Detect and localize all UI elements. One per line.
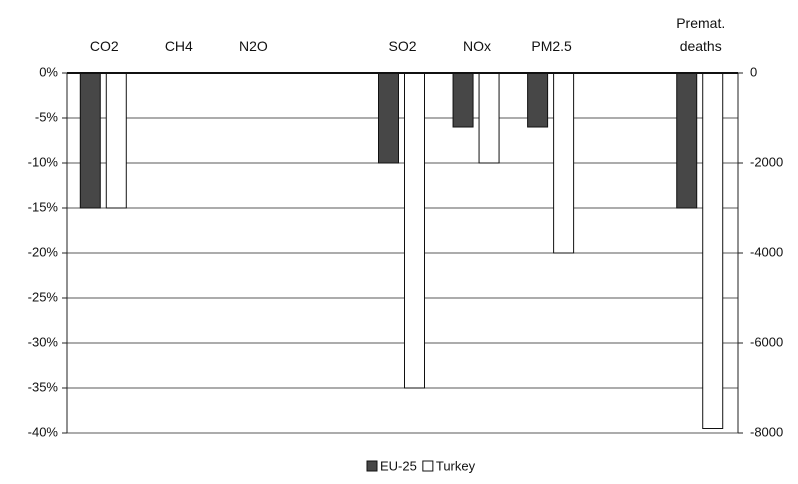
y2-tick-label: -8000 xyxy=(750,424,783,439)
category-label: CO2 xyxy=(89,38,119,54)
category-label-box: CO2 xyxy=(89,38,119,54)
bar xyxy=(105,72,127,209)
category-label-box: CH4 xyxy=(164,38,193,54)
bar xyxy=(676,72,698,209)
bar xyxy=(553,72,575,254)
legend-label: Turkey xyxy=(436,458,476,473)
bar xyxy=(79,72,101,209)
bar xyxy=(478,72,500,164)
category-label: SO2 xyxy=(388,38,417,54)
y-tick-label: -40% xyxy=(28,424,59,439)
y-tick-label: -10% xyxy=(28,154,59,169)
category-label-box: PM2.5 xyxy=(531,38,572,54)
y2-tick-label: 0 xyxy=(750,64,757,79)
category-label-box: NOx xyxy=(463,38,492,54)
category-label-box: Premat. deaths xyxy=(676,15,726,54)
y2-tick-label: -4000 xyxy=(750,244,783,259)
category-label: N2O xyxy=(238,38,268,54)
y-tick-label: -30% xyxy=(28,334,59,349)
category-label: NOx xyxy=(463,38,492,54)
legend-swatch xyxy=(422,460,434,472)
legend-swatch xyxy=(366,460,378,472)
category-label: Premat. deaths xyxy=(676,15,726,54)
y-tick-label: 0% xyxy=(39,64,58,79)
y-tick-label: -20% xyxy=(28,244,59,259)
category-label: PM2.5 xyxy=(531,38,572,54)
bar xyxy=(404,72,425,389)
y-tick-label: -15% xyxy=(28,199,59,214)
category-label-box: SO2 xyxy=(388,38,417,54)
bar xyxy=(527,72,549,128)
bar xyxy=(702,72,724,429)
y-tick-label: -25% xyxy=(28,289,59,304)
y2-tick-label: -2000 xyxy=(750,154,783,169)
category-label-box: N2O xyxy=(238,38,268,54)
category-label: CH4 xyxy=(164,38,193,54)
y2-tick-label: -6000 xyxy=(750,334,783,349)
y-tick-label: -5% xyxy=(35,109,59,124)
bar xyxy=(452,72,474,128)
y-tick-label: -35% xyxy=(28,379,59,394)
legend-label: EU-25 xyxy=(380,458,417,473)
bar xyxy=(378,72,399,164)
